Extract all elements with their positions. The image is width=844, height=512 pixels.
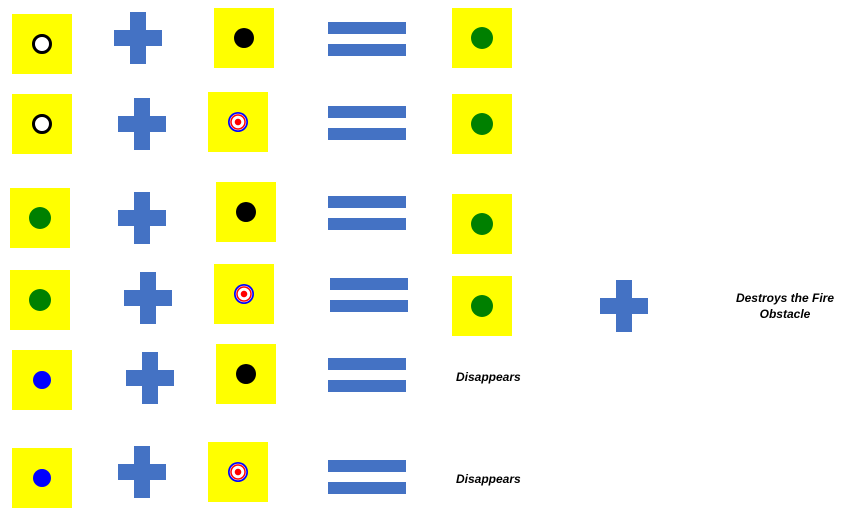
- equals-operator: [328, 22, 406, 58]
- target-icon: [228, 462, 248, 482]
- equals-operator: [328, 358, 406, 394]
- result-label: Disappears: [456, 370, 521, 384]
- equals-operator: [328, 196, 406, 232]
- effect-label: Destroys the Fire Obstacle: [735, 291, 835, 321]
- white-ring-icon: [32, 114, 52, 134]
- tile-white-ring: [12, 94, 72, 154]
- tile-green-dot: [452, 8, 512, 68]
- tile-green-dot: [10, 188, 70, 248]
- plus-operator: [126, 352, 174, 404]
- plus-operator: [118, 446, 166, 498]
- green-dot-icon: [471, 27, 493, 49]
- black-dot-icon: [236, 202, 256, 222]
- green-dot-icon: [471, 213, 493, 235]
- equals-operator: [328, 106, 406, 142]
- green-dot-icon: [29, 289, 51, 311]
- tile-black-dot: [216, 182, 276, 242]
- tile-target: [208, 442, 268, 502]
- black-dot-icon: [236, 364, 256, 384]
- green-dot-icon: [471, 295, 493, 317]
- plus-operator: [118, 192, 166, 244]
- green-dot-icon: [29, 207, 51, 229]
- plus-operator: [118, 98, 166, 150]
- tile-white-ring: [12, 14, 72, 74]
- tile-blue-dot: [12, 350, 72, 410]
- result-label: Disappears: [456, 472, 521, 486]
- tile-green-dot: [10, 270, 70, 330]
- tile-target: [214, 264, 274, 324]
- plus-operator: [114, 12, 162, 64]
- tile-green-dot: [452, 276, 512, 336]
- tile-green-dot: [452, 94, 512, 154]
- tile-target: [208, 92, 268, 152]
- tile-green-dot: [452, 194, 512, 254]
- plus-operator: [124, 272, 172, 324]
- blue-dot-icon: [33, 469, 51, 487]
- tile-black-dot: [216, 344, 276, 404]
- black-dot-icon: [234, 28, 254, 48]
- plus-operator: [600, 280, 648, 332]
- tile-black-dot: [214, 8, 274, 68]
- target-icon: [228, 112, 248, 132]
- blue-dot-icon: [33, 371, 51, 389]
- tile-blue-dot: [12, 448, 72, 508]
- equals-operator: [330, 278, 408, 314]
- green-dot-icon: [471, 113, 493, 135]
- equals-operator: [328, 460, 406, 496]
- target-icon: [234, 284, 254, 304]
- white-ring-icon: [32, 34, 52, 54]
